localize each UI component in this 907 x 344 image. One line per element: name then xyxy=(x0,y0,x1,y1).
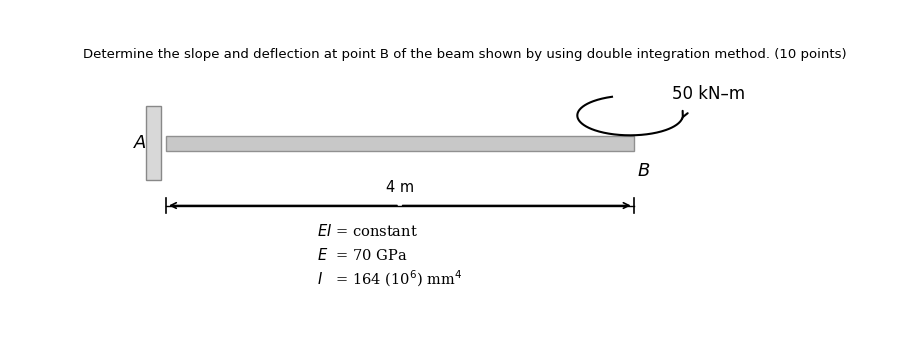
Text: B: B xyxy=(637,162,649,180)
Text: Determine the slope and deflection at point B of the beam shown by using double : Determine the slope and deflection at po… xyxy=(83,48,846,61)
Bar xyxy=(166,136,634,151)
Text: $E$  = 70 GPa: $E$ = 70 GPa xyxy=(317,247,408,262)
Text: A: A xyxy=(134,134,146,152)
Text: $EI$ = constant: $EI$ = constant xyxy=(317,223,418,239)
Text: $I$   = 164 (10$^6$) mm$^4$: $I$ = 164 (10$^6$) mm$^4$ xyxy=(317,268,463,289)
Bar xyxy=(146,106,161,180)
Text: 4 m: 4 m xyxy=(386,181,414,195)
Text: 50 kN–m: 50 kN–m xyxy=(672,85,746,103)
